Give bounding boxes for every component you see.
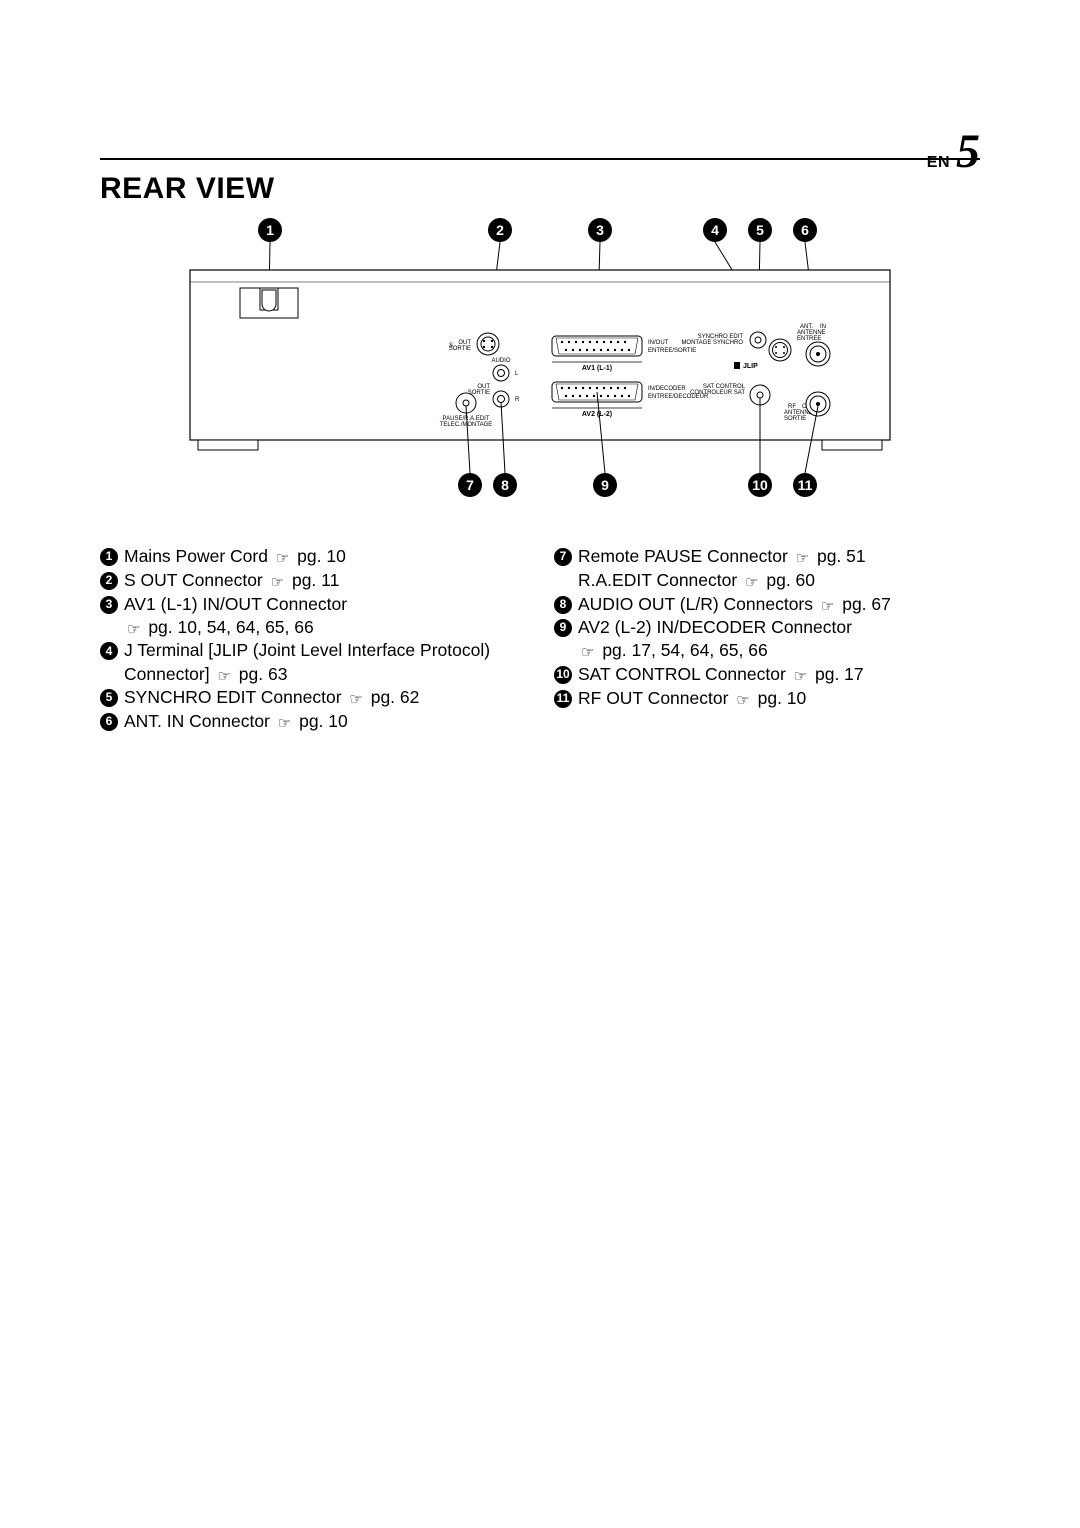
legend-text: RF OUT Connector (578, 688, 728, 708)
legend-text: SAT CONTROL Connector (578, 664, 786, 684)
svg-text:7: 7 (466, 477, 474, 493)
page-ref-icon: ☞ (581, 643, 594, 663)
svg-text:AUDIO: AUDIO (491, 358, 510, 364)
legend-body: S OUT Connector ☞ pg. 11 (124, 569, 526, 593)
svg-text:AV1 (L-1): AV1 (L-1) (582, 365, 612, 372)
legend-body: Mains Power Cord ☞ pg. 10 (124, 545, 526, 569)
page-ref-icon: ☞ (821, 597, 834, 617)
legend-text: AV2 (L-2) IN/DECODER Connector (578, 617, 852, 637)
legend-item: 11 RF OUT Connector ☞ pg. 10 (554, 687, 980, 711)
header-rule (100, 158, 980, 160)
svg-text:JLIP: JLIP (743, 363, 758, 370)
svg-text:10: 10 (752, 477, 768, 493)
legend-badge: 4 (100, 642, 118, 660)
svg-text:SORTIE: SORTIE (449, 346, 471, 352)
legend-text: J Terminal [JLIP (Joint Level Interface … (124, 640, 490, 683)
legend-body: Remote PAUSE Connector ☞ pg. 51 (578, 545, 980, 569)
page-ref-icon: ☞ (278, 714, 291, 734)
svg-text:8: 8 (501, 477, 509, 493)
legend-text: Mains Power Cord (124, 546, 268, 566)
svg-text:2: 2 (496, 222, 504, 238)
legend-columns: 1 Mains Power Cord ☞ pg. 10 2 S OUT Conn… (100, 545, 980, 734)
page-ref-icon: ☞ (796, 549, 809, 569)
legend-item: 8 AUDIO OUT (L/R) Connectors ☞ pg. 67 (554, 593, 980, 617)
page-ref-icon: ☞ (736, 691, 749, 711)
svg-text:3: 3 (596, 222, 604, 238)
legend-body: J Terminal [JLIP (Joint Level Interface … (124, 639, 526, 686)
svg-text:11: 11 (798, 477, 813, 493)
svg-text:AV2 (L-2): AV2 (L-2) (582, 411, 612, 418)
svg-text:1: 1 (266, 222, 274, 238)
svg-text:5: 5 (756, 222, 764, 238)
legend-item: 6 ANT. IN Connector ☞ pg. 10 (100, 710, 526, 734)
svg-text:TELEC./MONTAGE: TELEC./MONTAGE (440, 422, 493, 428)
legend-badge: 3 (100, 596, 118, 614)
legend-body: SAT CONTROL Connector ☞ pg. 17 (578, 663, 980, 687)
legend-text: SYNCHRO EDIT Connector (124, 687, 342, 707)
legend-text: AV1 (L-1) IN/OUT Connector (124, 594, 347, 614)
legend-badge: 2 (100, 572, 118, 590)
legend-line2: R.A.EDIT Connector ☞ pg. 60 (554, 569, 980, 593)
legend-body: ANT. IN Connector ☞ pg. 10 (124, 710, 526, 734)
page-ref-icon: ☞ (276, 549, 289, 569)
legend-subref: ☞ pg. 10, 54, 64, 65, 66 (100, 616, 526, 640)
legend-item: 3 AV1 (L-1) IN/OUT Connector (100, 593, 526, 616)
legend-badge: 5 (100, 689, 118, 707)
legend-body: RF OUT Connector ☞ pg. 10 (578, 687, 980, 711)
legend-right: 7 Remote PAUSE Connector ☞ pg. 51 R.A.ED… (554, 545, 980, 734)
legend-text: ANT. IN Connector (124, 711, 270, 731)
svg-text:MONTAGE SYNCHRO: MONTAGE SYNCHRO (681, 340, 743, 346)
page-ref-icon: ☞ (271, 573, 284, 593)
legend-badge: 9 (554, 619, 572, 637)
legend-badge: 8 (554, 596, 572, 614)
page-ref-icon: ☞ (217, 667, 230, 687)
svg-text:SORTIE: SORTIE (784, 416, 806, 422)
legend-text: Remote PAUSE Connector (578, 546, 788, 566)
legend-item: 7 Remote PAUSE Connector ☞ pg. 51 (554, 545, 980, 569)
svg-text:IN/DECODER: IN/DECODER (648, 386, 686, 392)
legend-text: S OUT Connector (124, 570, 263, 590)
legend-body: AV1 (L-1) IN/OUT Connector (124, 593, 526, 616)
legend-item: 1 Mains Power Cord ☞ pg. 10 (100, 545, 526, 569)
svg-text:CONTROLEUR SAT: CONTROLEUR SAT (690, 390, 745, 396)
page-lang: EN (927, 154, 950, 172)
page-ref-icon: ☞ (745, 573, 758, 593)
page-ref-icon: ☞ (349, 690, 362, 710)
legend-item: 9 AV2 (L-2) IN/DECODER Connector (554, 616, 980, 639)
legend-badge: 7 (554, 548, 572, 566)
legend-badge: 10 (554, 666, 572, 684)
legend-item: 2 S OUT Connector ☞ pg. 11 (100, 569, 526, 593)
section-title: REAR VIEW (100, 172, 275, 206)
legend-badge: 11 (554, 690, 572, 708)
svg-text:4: 4 (711, 222, 719, 238)
svg-text:9: 9 (601, 477, 609, 493)
legend-text: AUDIO OUT (L/R) Connectors (578, 594, 813, 614)
legend-badge: 6 (100, 713, 118, 731)
svg-text:ENTREE/SORTIE: ENTREE/SORTIE (648, 348, 696, 354)
svg-text:ENTREE: ENTREE (797, 336, 821, 342)
legend-subref: ☞ pg. 17, 54, 64, 65, 66 (554, 639, 980, 663)
page-ref-icon: ☞ (127, 620, 140, 640)
page-number: EN 5 (927, 124, 980, 179)
page-num: 5 (956, 124, 980, 179)
page-ref-icon: ☞ (794, 667, 807, 687)
legend-item: 10 SAT CONTROL Connector ☞ pg. 17 (554, 663, 980, 687)
rear-view-diagram: 123456 S OUT SORTIE AUDIO (100, 210, 980, 520)
svg-text:R: R (515, 397, 520, 403)
legend-item: 5 SYNCHRO EDIT Connector ☞ pg. 62 (100, 686, 526, 710)
svg-text:IN/OUT: IN/OUT (648, 340, 669, 346)
legend-item: 4 J Terminal [JLIP (Joint Level Interfac… (100, 639, 526, 686)
legend-badge: 1 (100, 548, 118, 566)
legend-left: 1 Mains Power Cord ☞ pg. 10 2 S OUT Conn… (100, 545, 526, 734)
legend-body: AV2 (L-2) IN/DECODER Connector (578, 616, 980, 639)
legend-body: SYNCHRO EDIT Connector ☞ pg. 62 (124, 686, 526, 710)
svg-text:6: 6 (801, 222, 809, 238)
legend-body: AUDIO OUT (L/R) Connectors ☞ pg. 67 (578, 593, 980, 617)
